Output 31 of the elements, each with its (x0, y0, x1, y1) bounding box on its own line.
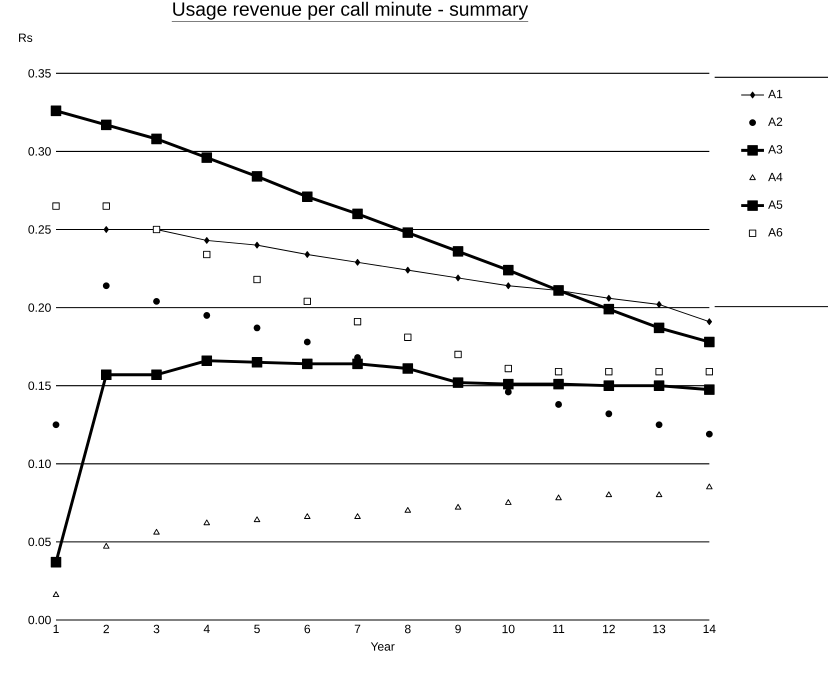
y-tick-label: 0.05 (28, 538, 51, 546)
x-tick-label: 7 (354, 624, 360, 633)
x-axis-title: Year (370, 642, 395, 651)
legend-label: A2 (768, 117, 782, 126)
legend-label: A3 (768, 145, 782, 154)
x-tick-label: 3 (154, 624, 160, 634)
x-tick-label: 12 (603, 624, 615, 634)
x-tick-label: 6 (304, 624, 310, 634)
legend-label: A4 (768, 172, 782, 182)
y-tick-label: 0.30 (28, 147, 51, 156)
legend-label: A6 (768, 228, 782, 237)
x-tick-label: 4 (204, 624, 210, 633)
y-tick-label: 0.15 (28, 381, 51, 390)
x-tick-label: 2 (104, 624, 109, 634)
x-tick-label: 9 (455, 624, 461, 634)
x-tick-label: 8 (404, 624, 411, 634)
x-tick-label: 10 (502, 624, 515, 634)
y-tick-label: 0.35 (28, 69, 51, 78)
chart-title: Usage revenue per call minute - summary (173, 2, 528, 20)
legend-label: A1 (768, 90, 782, 98)
y-tick-label: 0.25 (28, 225, 51, 234)
x-tick-label: 11 (553, 624, 564, 633)
y-axis-title: Rs (19, 34, 32, 42)
x-tick-label: 1 (54, 624, 59, 633)
x-tick-label: 5 (254, 624, 260, 634)
y-tick-label: 0.00 (28, 616, 51, 624)
x-tick-label: 13 (653, 624, 666, 634)
y-tick-label: 0.10 (28, 460, 51, 468)
y-tick-label: 0.20 (28, 303, 51, 312)
x-tick-label: 14 (704, 624, 716, 633)
legend-label: A5 (768, 200, 782, 209)
